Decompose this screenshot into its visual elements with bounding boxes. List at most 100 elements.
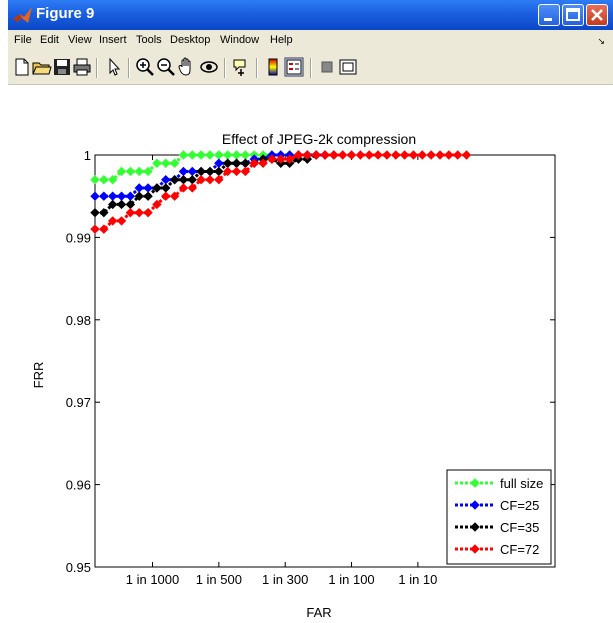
menu-help[interactable]: Help (270, 34, 293, 46)
data-point (373, 150, 383, 160)
data-point (382, 150, 392, 160)
data-point (461, 150, 472, 160)
x-tick-label: 1 in 500 (196, 572, 242, 587)
data-point (337, 150, 348, 160)
data-point (107, 175, 118, 185)
minimize-button[interactable] (538, 4, 560, 26)
data-point (116, 199, 127, 210)
data-point (178, 150, 189, 160)
toolbar-separator (256, 58, 258, 78)
data-series (90, 150, 472, 234)
title-bar[interactable]: Figure 9 (8, 0, 613, 30)
minimize-icon (544, 18, 552, 21)
y-tick-label: 0.97 (66, 395, 91, 410)
data-point (169, 175, 180, 185)
data-point (399, 150, 410, 160)
maximize-icon (566, 8, 580, 21)
data-point (134, 191, 144, 201)
y-tick-label: 0.98 (66, 313, 91, 328)
data-point (276, 154, 286, 164)
zoom-in-icon[interactable] (135, 57, 155, 77)
save-icon[interactable] (52, 57, 72, 77)
menu-tools[interactable]: Tools (136, 34, 162, 46)
data-point (249, 158, 259, 168)
menu-edit[interactable]: Edit (40, 34, 59, 46)
data-point (125, 207, 136, 218)
new-figure-icon[interactable] (12, 57, 32, 77)
pointer-icon[interactable] (104, 57, 124, 77)
data-cursor-icon[interactable] (231, 57, 251, 77)
x-tick-label: 1 in 1000 (126, 572, 180, 587)
legend-box[interactable] (446, 469, 552, 565)
x-tick-label: 1 in 100 (328, 572, 374, 587)
legend[interactable]: full size CF=25 CF=35 CF=72 (446, 469, 552, 565)
data-point (90, 207, 100, 218)
dock-arrow-icon[interactable]: ↘ (597, 37, 605, 47)
colorbar-icon[interactable] (263, 57, 283, 77)
data-point (426, 150, 436, 160)
figure-canvas: Effect of JPEG-2k compression FAR FRR 0.… (8, 85, 613, 620)
data-point (435, 150, 445, 160)
data-point (355, 150, 366, 160)
close-button[interactable] (586, 4, 608, 26)
menu-view[interactable]: View (68, 34, 92, 46)
data-point (161, 191, 171, 201)
data-point (107, 199, 118, 210)
menu-file[interactable]: File (14, 34, 32, 46)
data-point (143, 191, 153, 201)
series-3 (90, 150, 472, 234)
chart-title: Effect of JPEG-2k compression (222, 131, 416, 147)
data-point (152, 158, 162, 168)
toolbar-separator (310, 58, 312, 78)
data-point (284, 154, 295, 164)
legend-label: full size (500, 476, 543, 491)
data-point (99, 207, 109, 218)
tick-labels: 0.95 0.96 0.97 0.98 0.99 1 1 in 1000 1 in 500 1 … (66, 148, 438, 587)
data-point (302, 150, 313, 160)
zoom-out-icon[interactable] (156, 57, 176, 77)
data-point (169, 158, 180, 168)
toolbar-separator (128, 58, 130, 78)
legend-label: CF=35 (500, 520, 539, 535)
window-title: Figure 9 (36, 5, 95, 22)
pan-icon[interactable] (177, 57, 197, 77)
menu-desktop[interactable]: Desktop (170, 34, 211, 46)
data-point (99, 224, 109, 234)
print-icon[interactable] (72, 57, 92, 77)
toolbar-separator (224, 58, 226, 78)
maximize-button[interactable] (562, 4, 584, 26)
hide-plot-tools-icon[interactable] (317, 57, 337, 77)
rotate-3d-icon[interactable] (199, 57, 219, 77)
legend-icon[interactable] (284, 57, 304, 77)
data-point (90, 175, 100, 185)
data-point (240, 166, 251, 177)
data-point (134, 166, 144, 177)
x-tick-label: 1 in 300 (262, 572, 308, 587)
data-point (196, 175, 206, 185)
menu-insert[interactable]: Insert (99, 34, 127, 46)
data-point (364, 150, 374, 160)
legend-marker (470, 478, 480, 488)
menu-window[interactable]: Window (220, 34, 260, 46)
show-plot-tools-icon[interactable] (338, 57, 358, 77)
data-point (346, 150, 357, 160)
data-point (187, 150, 198, 160)
y-tick-label: 1 (84, 148, 91, 163)
data-point (99, 191, 109, 201)
x-tick-label: 1 in 10 (398, 572, 437, 587)
data-point (205, 150, 215, 160)
data-point (152, 183, 162, 193)
data-point (214, 175, 224, 185)
data-point (161, 158, 171, 168)
data-point (178, 183, 189, 193)
data-point (116, 166, 127, 177)
toolbar-separator (96, 58, 98, 78)
open-file-icon[interactable] (32, 57, 52, 77)
data-point (143, 166, 153, 177)
data-point (452, 150, 463, 160)
data-point (222, 166, 233, 177)
data-point (90, 224, 100, 234)
data-point (231, 166, 242, 177)
x-axis-label: FAR (306, 605, 331, 619)
menu-bar: File Edit View Insert Tools Desktop Wind… (8, 30, 613, 52)
